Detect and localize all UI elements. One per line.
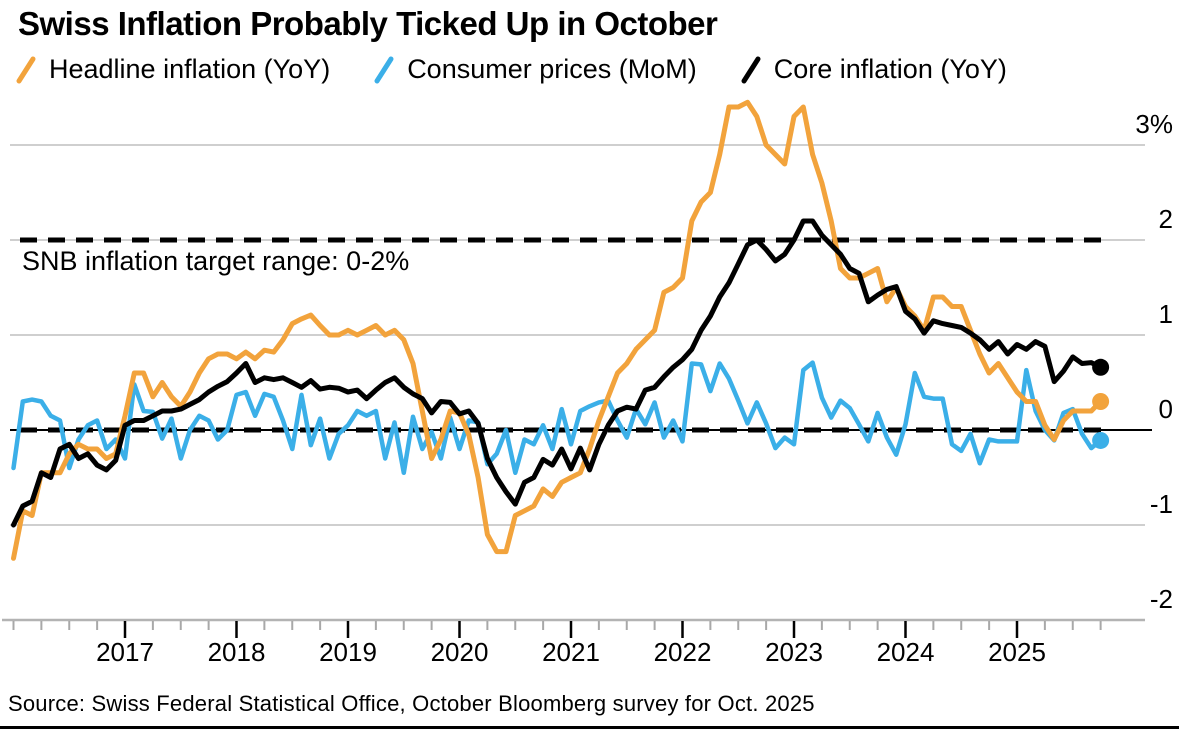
legend-label-consumer-prices: Consumer prices (MoM) xyxy=(407,54,697,84)
series-line-core xyxy=(11,218,1104,528)
legend-label-headline: Headline inflation (YoY) xyxy=(49,54,331,84)
x-axis-group: 2017 2018 2019 2020 2021 2022 2023 2024 2025 xyxy=(12,621,1102,667)
x-axis-year-label: 2019 xyxy=(319,637,377,667)
x-axis-year-label: 2020 xyxy=(431,637,489,667)
series-line-headline xyxy=(11,99,1104,561)
gridlines-group xyxy=(2,144,1145,622)
series-end-dots-group xyxy=(1092,358,1110,449)
snb-target-annotation: SNB inflation target range: 0-2% xyxy=(22,246,410,276)
y-axis-tick-label: 2 xyxy=(1159,204,1173,234)
legend-item-headline: Headline inflation (YoY) xyxy=(16,54,330,85)
x-axis-year-label: 2023 xyxy=(765,637,823,667)
y-axis-tick-label: -1 xyxy=(1150,489,1173,519)
end-dot-core xyxy=(1092,358,1110,376)
core-slash-icon xyxy=(741,56,761,83)
target-range-dashed-lines xyxy=(20,237,1103,433)
y-axis-tick-label: 3% xyxy=(1135,109,1173,139)
legend: Headline inflation (YoY) Consumer prices… xyxy=(16,54,1007,85)
x-axis-year-label: 2022 xyxy=(654,637,712,667)
y-axis-labels-group: 3% 2 1 0 -1 -2 xyxy=(1135,109,1173,614)
y-axis-tick-label: -2 xyxy=(1150,584,1173,614)
legend-label-core: Core inflation (YoY) xyxy=(773,54,1007,84)
series-line-consumer-prices xyxy=(11,360,1103,476)
x-axis-year-label: 2017 xyxy=(96,637,154,667)
source-attribution: Source: Swiss Federal Statistical Office… xyxy=(8,691,815,716)
x-axis-year-label: 2021 xyxy=(542,637,600,667)
legend-item-consumer-prices: Consumer prices (MoM) xyxy=(374,54,697,85)
y-axis-tick-label: 1 xyxy=(1159,299,1173,329)
bottom-bar xyxy=(0,726,1179,729)
x-axis-year-label: 2018 xyxy=(208,637,266,667)
legend-item-core: Core inflation (YoY) xyxy=(741,54,1007,85)
end-dot-headline xyxy=(1092,393,1110,410)
consumer-prices-slash-icon xyxy=(374,56,394,83)
series-lines-group xyxy=(11,99,1104,561)
y-axis-tick-label: 0 xyxy=(1159,394,1173,424)
end-dot-consumer-prices xyxy=(1092,431,1110,449)
headline-slash-icon xyxy=(16,56,36,83)
x-axis-year-label: 2024 xyxy=(877,637,935,667)
chart-title: Swiss Inflation Probably Ticked Up in Oc… xyxy=(18,5,718,42)
x-axis-year-label: 2025 xyxy=(988,637,1046,667)
